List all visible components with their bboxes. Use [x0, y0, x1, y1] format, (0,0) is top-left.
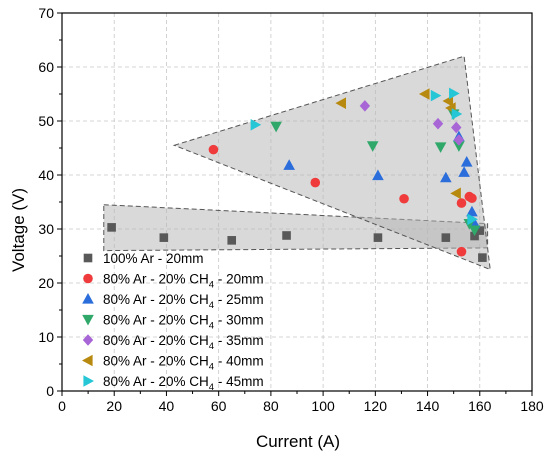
data-point [270, 121, 282, 133]
y-tick-label: 70 [38, 5, 54, 21]
legend-marker [82, 314, 94, 326]
x-tick-label: 140 [416, 398, 440, 414]
data-point [451, 108, 463, 120]
data-markers [107, 87, 487, 262]
data-point [456, 246, 467, 257]
legend-marker [83, 273, 93, 284]
legend-marker [82, 354, 93, 367]
series-2 [208, 144, 477, 257]
legend-label: 80% Ar - 20% CH4 - 20mm [103, 272, 264, 291]
data-point [432, 117, 444, 130]
data-point [335, 97, 346, 109]
legend-label: 80% Ar - 20% CH4 - 40mm [103, 354, 264, 373]
legend-label: 80% Ar - 20% CH4 - 25mm [103, 292, 264, 311]
x-tick-label: 0 [58, 398, 66, 414]
legend-marker [82, 293, 94, 304]
legend-marker [83, 253, 93, 263]
data-point [208, 144, 219, 155]
legend-item: 80% Ar - 20% CH4 - 40mm [82, 354, 264, 373]
data-point [460, 156, 473, 167]
data-point [250, 118, 262, 131]
data-point [282, 231, 291, 240]
x-axis-label: Current (A) [256, 432, 340, 451]
legend-item: 80% Ar - 20% CH4 - 30mm [82, 313, 264, 332]
data-point [453, 141, 465, 152]
x-tick-label: 100 [311, 398, 335, 414]
data-point [310, 177, 321, 188]
data-point [430, 89, 442, 102]
x-tick-label: 160 [468, 398, 492, 414]
legend-label: 80% Ar - 20% CH4 - 45mm [103, 374, 264, 393]
axis-ticks: 0 20 40 60 80 100 120 140 160 180 0 10 20 30 40 50 60 70 [38, 5, 543, 414]
data-point [478, 253, 487, 262]
legend-label: 80% Ar - 20% CH4 - 35mm [103, 333, 264, 352]
data-point [467, 193, 477, 204]
legend-label: 100% Ar - 20mm [103, 251, 204, 266]
legend-item: 80% Ar - 20% CH4 - 45mm [83, 374, 264, 393]
data-point [449, 87, 460, 100]
data-point [451, 121, 462, 134]
legend-label: 80% Ar - 20% CH4 - 30mm [103, 313, 264, 332]
data-point [453, 134, 465, 146]
data-point [458, 166, 470, 177]
y-tick-label: 10 [38, 329, 54, 345]
x-tick-label: 120 [364, 398, 388, 414]
data-point [475, 226, 485, 235]
data-point [466, 205, 478, 217]
data-point [450, 187, 461, 200]
data-point [440, 171, 452, 183]
x-tick-label: 20 [106, 398, 122, 414]
legend-marker [82, 334, 94, 346]
legend-item: 80% Ar - 20% CH4 - 20mm [83, 272, 264, 291]
y-axis-label: Voltage (V) [9, 188, 28, 272]
data-point [227, 236, 237, 245]
y-tick-label: 30 [38, 221, 54, 237]
x-tick-label: 40 [159, 398, 175, 414]
data-point [467, 213, 478, 226]
legend-item: 100% Ar - 20mm [83, 251, 204, 266]
series-7 [250, 87, 478, 226]
data-point [359, 100, 371, 112]
y-tick-label: 40 [38, 167, 54, 183]
legend-marker [83, 375, 94, 387]
data-point [283, 159, 295, 170]
data-point [372, 169, 384, 181]
x-tick-label: 180 [520, 398, 544, 414]
data-point [456, 198, 467, 208]
data-point [418, 88, 430, 100]
y-tick-label: 20 [38, 275, 54, 291]
legend-item: 80% Ar - 20% CH4 - 35mm [82, 333, 264, 352]
data-point [441, 233, 451, 242]
y-tick-label: 60 [38, 59, 54, 75]
series-5 [359, 100, 465, 146]
data-point [468, 225, 481, 237]
data-point [434, 142, 447, 153]
data-point [107, 223, 116, 232]
x-tick-label: 80 [263, 398, 279, 414]
data-point [366, 141, 379, 152]
y-tick-label: 50 [38, 113, 54, 129]
y-tick-label: 0 [46, 383, 54, 399]
data-point [159, 233, 169, 242]
x-tick-label: 60 [211, 398, 227, 414]
legend-item: 80% Ar - 20% CH4 - 25mm [82, 292, 264, 311]
data-point [373, 233, 383, 242]
shaded-region [172, 55, 491, 271]
shaded-regions [103, 55, 491, 271]
data-point [399, 193, 409, 204]
